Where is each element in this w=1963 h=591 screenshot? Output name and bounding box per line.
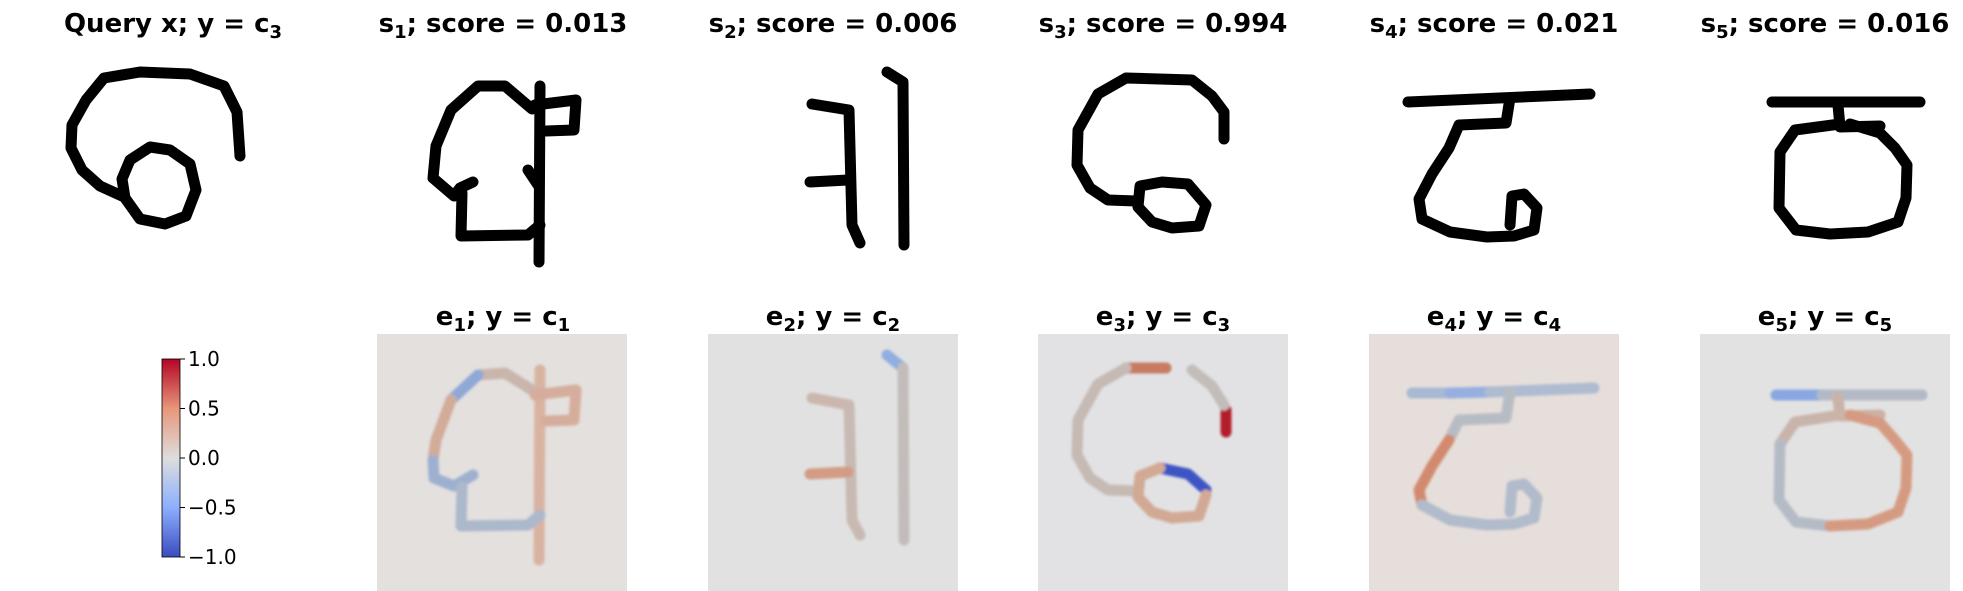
support-2-glyph xyxy=(810,72,904,245)
support-5-glyph xyxy=(1772,102,1920,234)
colorbar-tick-label: −1.0 xyxy=(188,545,237,569)
explanation-3-heatmap xyxy=(1038,334,1288,591)
support-1-title: s1; score = 0.013 xyxy=(379,9,628,43)
explanation-1-title: e1; y = c1 xyxy=(436,302,570,336)
query-glyph xyxy=(71,72,240,224)
explanation-4-heatmap xyxy=(1369,334,1619,591)
colorbar-tick-label: 0.0 xyxy=(188,446,220,470)
explanation-3-title: e3; y = c3 xyxy=(1096,302,1230,336)
explanation-4-title: e4; y = c4 xyxy=(1427,302,1561,336)
support-1-glyph xyxy=(433,86,576,262)
explanation-5-title: e5; y = c5 xyxy=(1758,302,1892,336)
explanation-2-title: e2; y = c2 xyxy=(766,302,900,336)
explanation-1-heatmap xyxy=(377,334,627,591)
support-3-glyph xyxy=(1077,78,1224,228)
support-4-title: s4; score = 0.021 xyxy=(1370,9,1619,43)
colorbar-tick-label: 1.0 xyxy=(188,347,220,371)
colorbar-tick-label: 0.5 xyxy=(188,397,220,421)
support-4-glyph xyxy=(1408,94,1590,237)
explanation-5-heatmap xyxy=(1700,334,1950,591)
colorbar: 1.0 0.5 0.0 −0.5 −1.0 xyxy=(162,347,237,569)
explanation-2-heatmap xyxy=(708,334,958,591)
colorbar-tick-label: −0.5 xyxy=(188,496,237,520)
query-title: Query x; y = c3 xyxy=(64,9,282,43)
support-3-title: s3; score = 0.994 xyxy=(1039,9,1288,43)
support-5-title: s5; score = 0.016 xyxy=(1701,9,1950,43)
support-2-title: s2; score = 0.006 xyxy=(709,9,958,43)
